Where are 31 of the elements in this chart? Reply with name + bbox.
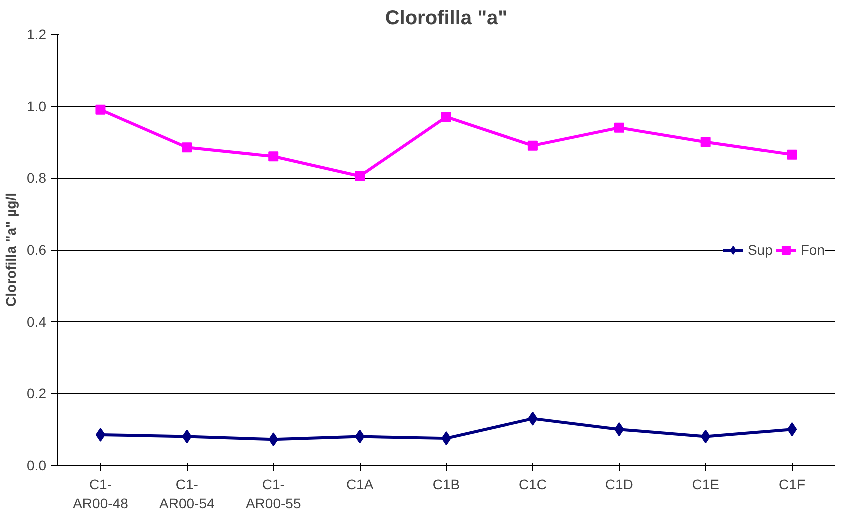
legend-label: Sup <box>748 242 773 258</box>
point <box>442 112 452 122</box>
point <box>268 152 279 162</box>
y-axis-title: Clorofilla "a" µg/l <box>3 193 20 307</box>
point <box>700 137 711 148</box>
chart-title: Clorofilla "a" <box>385 8 508 30</box>
y-tick-label: 1.2 <box>27 26 47 42</box>
x-tick-label: C1E <box>692 476 720 492</box>
text: 0.0 <box>27 458 47 474</box>
y-tick-label: 0.6 <box>27 242 47 258</box>
point <box>787 150 798 160</box>
y-tick-label: 0.4 <box>27 314 47 330</box>
x-tick-label: C1A <box>346 476 374 492</box>
point <box>182 142 192 153</box>
legend-label: Fon <box>800 242 825 258</box>
y-tick-label: 0.8 <box>27 170 47 186</box>
point <box>528 140 538 151</box>
x-tick-label: C1C <box>518 476 547 492</box>
x-tick-label: C1F <box>779 476 806 492</box>
x-tick-label: C1B <box>432 476 460 492</box>
point <box>96 428 106 442</box>
x-tick-label: C1- AR00-48 <box>73 476 129 512</box>
y-tick-label: 0.2 <box>27 386 47 402</box>
x-tick-label: C1- AR00-54 <box>160 476 216 512</box>
point <box>355 171 366 182</box>
text: 1.0 <box>27 98 47 114</box>
x-tick-label: C1- AR00-55 <box>246 476 302 512</box>
point <box>96 104 106 115</box>
point <box>614 122 624 133</box>
x-tick-label: C1D <box>605 476 634 492</box>
point <box>787 422 798 437</box>
